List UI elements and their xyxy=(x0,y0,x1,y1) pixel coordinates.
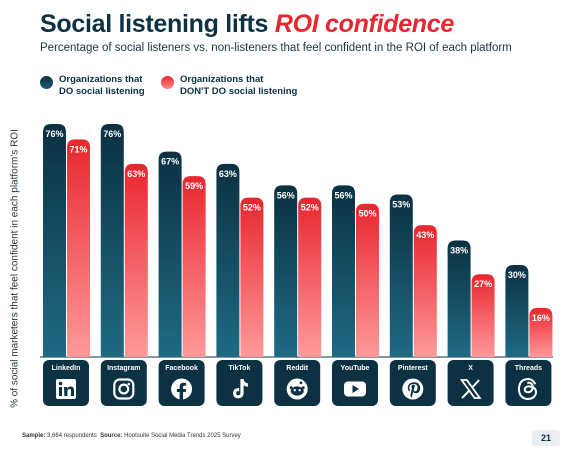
data-label: 63% xyxy=(127,169,145,179)
facebook-icon xyxy=(171,378,193,400)
legend-item-non-listeners: Organizations that DON'T DO social liste… xyxy=(161,74,320,98)
bar-pinterest-listeners xyxy=(389,194,413,357)
bar-youtube-listeners xyxy=(332,185,355,357)
threads-icon xyxy=(517,377,538,401)
category-label: TikTok xyxy=(228,365,250,372)
bar-facebook-non-listeners xyxy=(182,176,206,357)
youtube-icon xyxy=(344,381,366,397)
data-label: 52% xyxy=(301,203,319,213)
title-accent: ROI confidence xyxy=(274,10,454,38)
category-card xyxy=(447,360,494,406)
data-label: 76% xyxy=(45,129,63,139)
category-label: Facebook xyxy=(165,365,198,372)
reddit-icon xyxy=(286,378,308,400)
data-label: 56% xyxy=(277,190,295,200)
category-card xyxy=(100,360,147,406)
data-label: 52% xyxy=(243,203,261,213)
legend-line-1: Organizations that xyxy=(180,74,264,85)
legend-line-2: DO social listening xyxy=(59,86,145,97)
data-label: 30% xyxy=(508,270,526,280)
legend-swatch-red xyxy=(161,76,174,89)
category-label: Threads xyxy=(515,365,542,372)
pinterest-icon xyxy=(402,378,424,400)
bar-facebook-listeners xyxy=(158,151,182,357)
source-label: Source: xyxy=(100,433,123,439)
category-label: LinkedIn xyxy=(52,365,81,372)
legend-label-non-listeners: Organizations that DON'T DO social liste… xyxy=(180,74,320,98)
bar-instagram-non-listeners xyxy=(124,163,148,357)
bar-x-non-listeners xyxy=(471,274,495,357)
title-main: Social listening lifts xyxy=(40,10,275,38)
sample-value: 3,664 respondents xyxy=(45,433,97,439)
page-title: Social listening lifts ROI confidence xyxy=(40,10,454,39)
data-label: 27% xyxy=(474,279,492,289)
bar-x-listeners xyxy=(447,240,471,357)
bar-youtube-non-listeners xyxy=(356,203,379,357)
bar-threads-listeners xyxy=(505,265,529,357)
data-label: 53% xyxy=(392,200,410,210)
legend-line-2: DON'T DO social listening xyxy=(180,86,298,97)
bar-tiktok-non-listeners xyxy=(240,197,264,357)
bar-threads-non-listeners xyxy=(529,307,553,357)
data-label: 56% xyxy=(334,190,352,200)
legend-item-listeners: Organizations that DO social listening xyxy=(40,74,199,98)
category-label: Pinterest xyxy=(398,365,429,372)
tiktok-icon xyxy=(233,379,248,399)
data-label: 59% xyxy=(185,181,203,191)
page-number: 21 xyxy=(532,430,560,446)
bar-linkedin-non-listeners xyxy=(67,139,90,357)
legend-label-listeners: Organizations that DO social listening xyxy=(59,74,199,98)
category-label: Instagram xyxy=(107,365,140,372)
instagram-icon xyxy=(113,378,135,400)
data-label: 38% xyxy=(450,246,468,256)
x-icon xyxy=(459,379,482,399)
category-label: X xyxy=(468,365,473,372)
data-label: 50% xyxy=(358,209,376,219)
bar-reddit-non-listeners xyxy=(298,197,322,357)
page-subtitle: Percentage of social listeners vs. non-l… xyxy=(40,42,512,54)
data-label: 16% xyxy=(532,313,550,323)
legend-swatch-dark xyxy=(40,76,53,89)
legend-line-1: Organizations that xyxy=(59,74,143,85)
bar-pinterest-non-listeners xyxy=(413,225,437,357)
category-card xyxy=(216,360,263,406)
data-label: 63% xyxy=(219,169,237,179)
bar-linkedin-listeners xyxy=(43,124,66,357)
data-label: 43% xyxy=(416,230,434,240)
bar-instagram-listeners xyxy=(100,124,124,357)
category-label: Reddit xyxy=(286,365,308,372)
data-label: 76% xyxy=(103,129,121,139)
bar-reddit-listeners xyxy=(274,185,298,357)
data-label: 71% xyxy=(69,144,87,154)
bar-tiktok-listeners xyxy=(216,163,240,357)
linkedin-icon xyxy=(56,379,76,399)
footer-note: Sample: 3,664 respondents Source: Hootsu… xyxy=(22,433,241,439)
category-label: YouTube xyxy=(341,365,370,372)
sample-label: Sample: xyxy=(22,433,46,439)
source-value: Hootsuite Social Media Trends 2025 Surve… xyxy=(122,433,241,439)
data-label: 67% xyxy=(161,157,179,167)
